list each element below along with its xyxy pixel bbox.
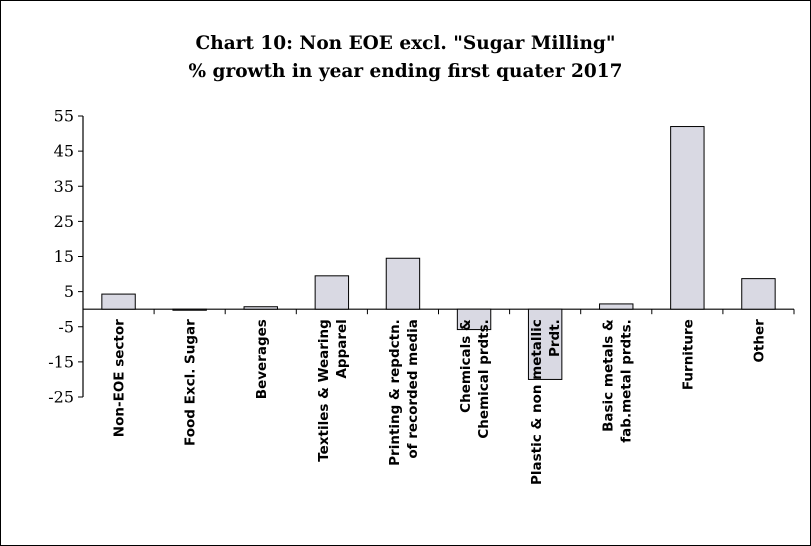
category-label: Other <box>751 319 767 363</box>
category-label: Furniture <box>680 319 696 390</box>
chart-subtitle: % growth in year ending first quater 201… <box>188 61 623 82</box>
y-tick-label: 15 <box>54 247 74 266</box>
bar <box>314 275 350 310</box>
category-label: Non-EOE sector <box>112 319 128 437</box>
y-tick-label: -15 <box>48 352 74 371</box>
y-axis: 55 45 35 25 15 5 -5 -15 -25 <box>48 107 84 407</box>
category-label: Textiles & Wearing Apparel <box>316 319 350 462</box>
y-tick-label: -25 <box>48 388 74 407</box>
chart-title-block: Chart 10: Non EOE excl. "Sugar Milling" … <box>0 30 811 86</box>
bar <box>101 293 136 310</box>
category-label: Plastic & non metallic Prdt. <box>529 319 563 485</box>
category-label: Basic metals & fab.metal prdts. <box>600 319 634 443</box>
y-tick-label: 25 <box>54 212 74 231</box>
category-label: Food Excl. Sugar <box>183 319 199 446</box>
category-label: Printing & repdctn. of recorded media <box>387 319 421 466</box>
bar <box>599 303 634 310</box>
category-label: Chemicals & Chemical prdts. <box>458 319 492 439</box>
bar <box>385 257 421 310</box>
y-tick-label: 5 <box>64 282 74 301</box>
bar <box>670 126 705 310</box>
bar <box>527 308 563 380</box>
y-tick-label: -5 <box>58 317 74 336</box>
bars <box>101 126 776 380</box>
y-tick-label: 45 <box>54 142 74 161</box>
bar <box>243 306 278 310</box>
category-labels: Non-EOE sector Food Excl. Sugar Beverages T… <box>112 319 768 485</box>
y-tick-label: 55 <box>54 107 74 126</box>
category-label: Beverages <box>254 319 270 399</box>
bar <box>172 308 207 311</box>
y-tick-label: 35 <box>54 177 74 196</box>
chart-title: Chart 10: Non EOE excl. "Sugar Milling" <box>195 33 616 54</box>
bar <box>741 278 776 310</box>
bar <box>456 308 492 331</box>
